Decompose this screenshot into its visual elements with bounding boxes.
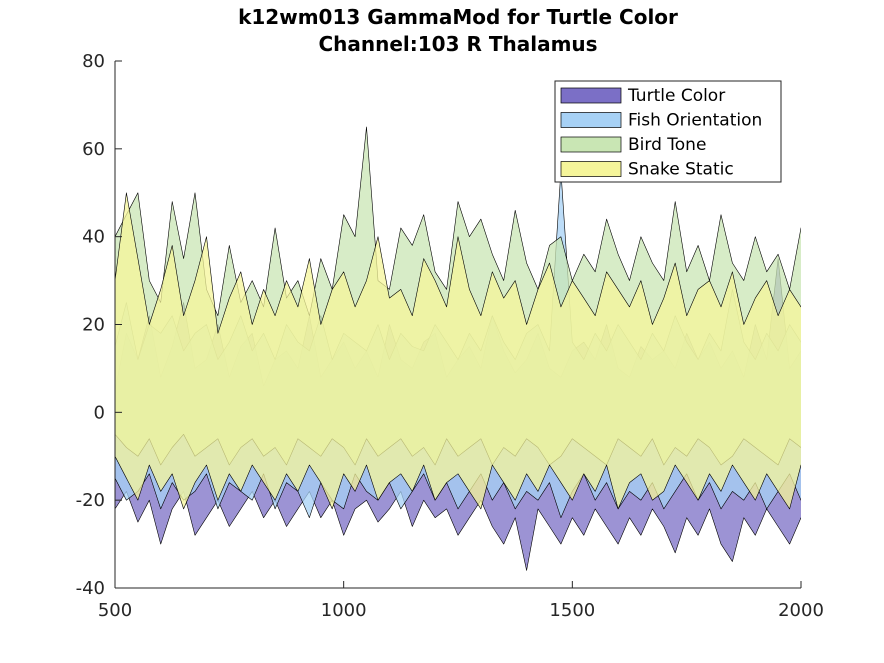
legend-swatch-fish-orientation	[560, 112, 622, 128]
legend-label-bird-tone: Bird Tone	[628, 135, 706, 155]
legend-label-turtle-color: Turtle Color	[627, 86, 725, 106]
y-tick-label: 80	[82, 51, 105, 72]
legend: Turtle Color Fish Orientation Bird Tone Sna…	[554, 80, 782, 183]
series-layer	[115, 126, 801, 571]
series-area-snake-static	[115, 192, 801, 510]
legend-swatch-bird-tone	[560, 136, 622, 153]
x-tick-label: 2000	[778, 600, 824, 621]
x-tick-label: 500	[98, 600, 132, 621]
ticks-layer: 500 1000 1500 2000 -40 -20 0 20 40 60 80	[76, 51, 824, 621]
legend-swatch-turtle-color	[560, 87, 622, 104]
legend-swatch-snake-static	[560, 161, 622, 177]
y-tick-label: 40	[82, 227, 105, 248]
x-tick-label: 1500	[549, 600, 595, 621]
x-tick-label: 1000	[321, 600, 367, 621]
y-tick-label: 20	[82, 315, 105, 336]
chart-title: k12wm013 GammaMod for Turtle Color	[238, 5, 678, 29]
legend-label-snake-static: Snake Static	[628, 160, 734, 180]
y-tick-label: 0	[94, 402, 105, 423]
legend-label-fish-orientation: Fish Orientation	[628, 111, 762, 131]
y-tick-label: 60	[82, 139, 105, 160]
y-tick-label: -40	[76, 578, 105, 599]
chart-subtitle: Channel:103 R Thalamus	[318, 32, 597, 56]
y-tick-label: -20	[76, 490, 105, 511]
